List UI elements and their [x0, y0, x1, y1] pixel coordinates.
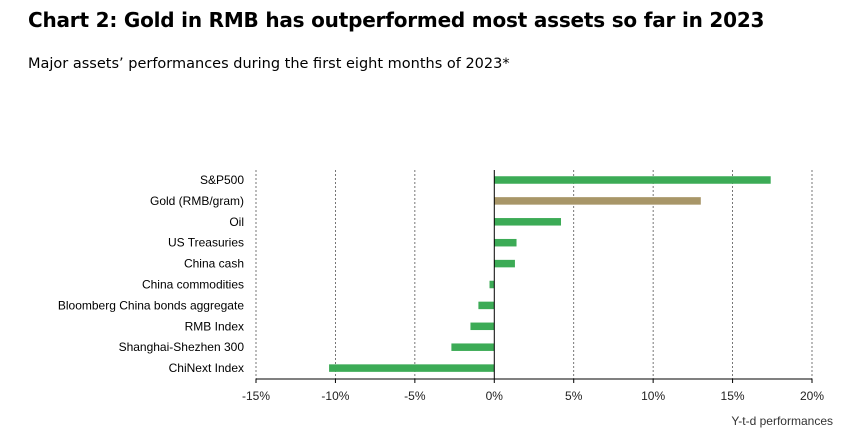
axes: -15% -10% -5% 0% 5% 10% 15% 20%	[242, 170, 824, 403]
x-tick-label: 5%	[565, 389, 583, 403]
category-label: RMB Index	[185, 319, 244, 333]
category-label: Gold (RMB/gram)	[150, 194, 244, 208]
x-tick-label: 15%	[721, 389, 745, 403]
category-label: S&P500	[200, 173, 244, 187]
bar	[470, 322, 495, 331]
bar	[494, 176, 771, 184]
x-axis-title: Y-t-d performances	[731, 414, 833, 428]
bar	[494, 218, 562, 226]
bar	[451, 343, 495, 351]
x-tick-label: 20%	[800, 389, 824, 403]
bar	[478, 301, 495, 310]
x-tick-label: -15%	[242, 389, 270, 403]
x-tick-label: 0%	[486, 389, 504, 403]
bar	[494, 197, 701, 205]
category-label: Bloomberg China bonds aggregate	[58, 298, 244, 312]
category-label: Shanghai-Shezhen 300	[119, 340, 245, 354]
category-label: China cash	[184, 257, 244, 271]
page-title: Chart 2: Gold in RMB has outperformed mo…	[28, 8, 765, 32]
category-label: US Treasuries	[168, 236, 244, 250]
gridlines	[255, 170, 813, 379]
bar	[489, 280, 495, 289]
category-labels: S&P500 Gold (RMB/gram) Oil US Treasuries Chi…	[58, 173, 244, 375]
x-tick-label: 10%	[641, 389, 665, 403]
page-subtitle: Major assets’ performances during the fi…	[28, 56, 510, 72]
x-tick-label: -10%	[321, 389, 349, 403]
bar	[494, 238, 517, 247]
category-label: ChiNext Index	[169, 361, 244, 375]
bar	[494, 259, 515, 268]
category-label: Oil	[229, 215, 244, 229]
category-label: China commodities	[142, 278, 244, 292]
x-tick-label: -5%	[404, 389, 426, 403]
bars	[329, 176, 771, 372]
bar	[329, 364, 495, 372]
